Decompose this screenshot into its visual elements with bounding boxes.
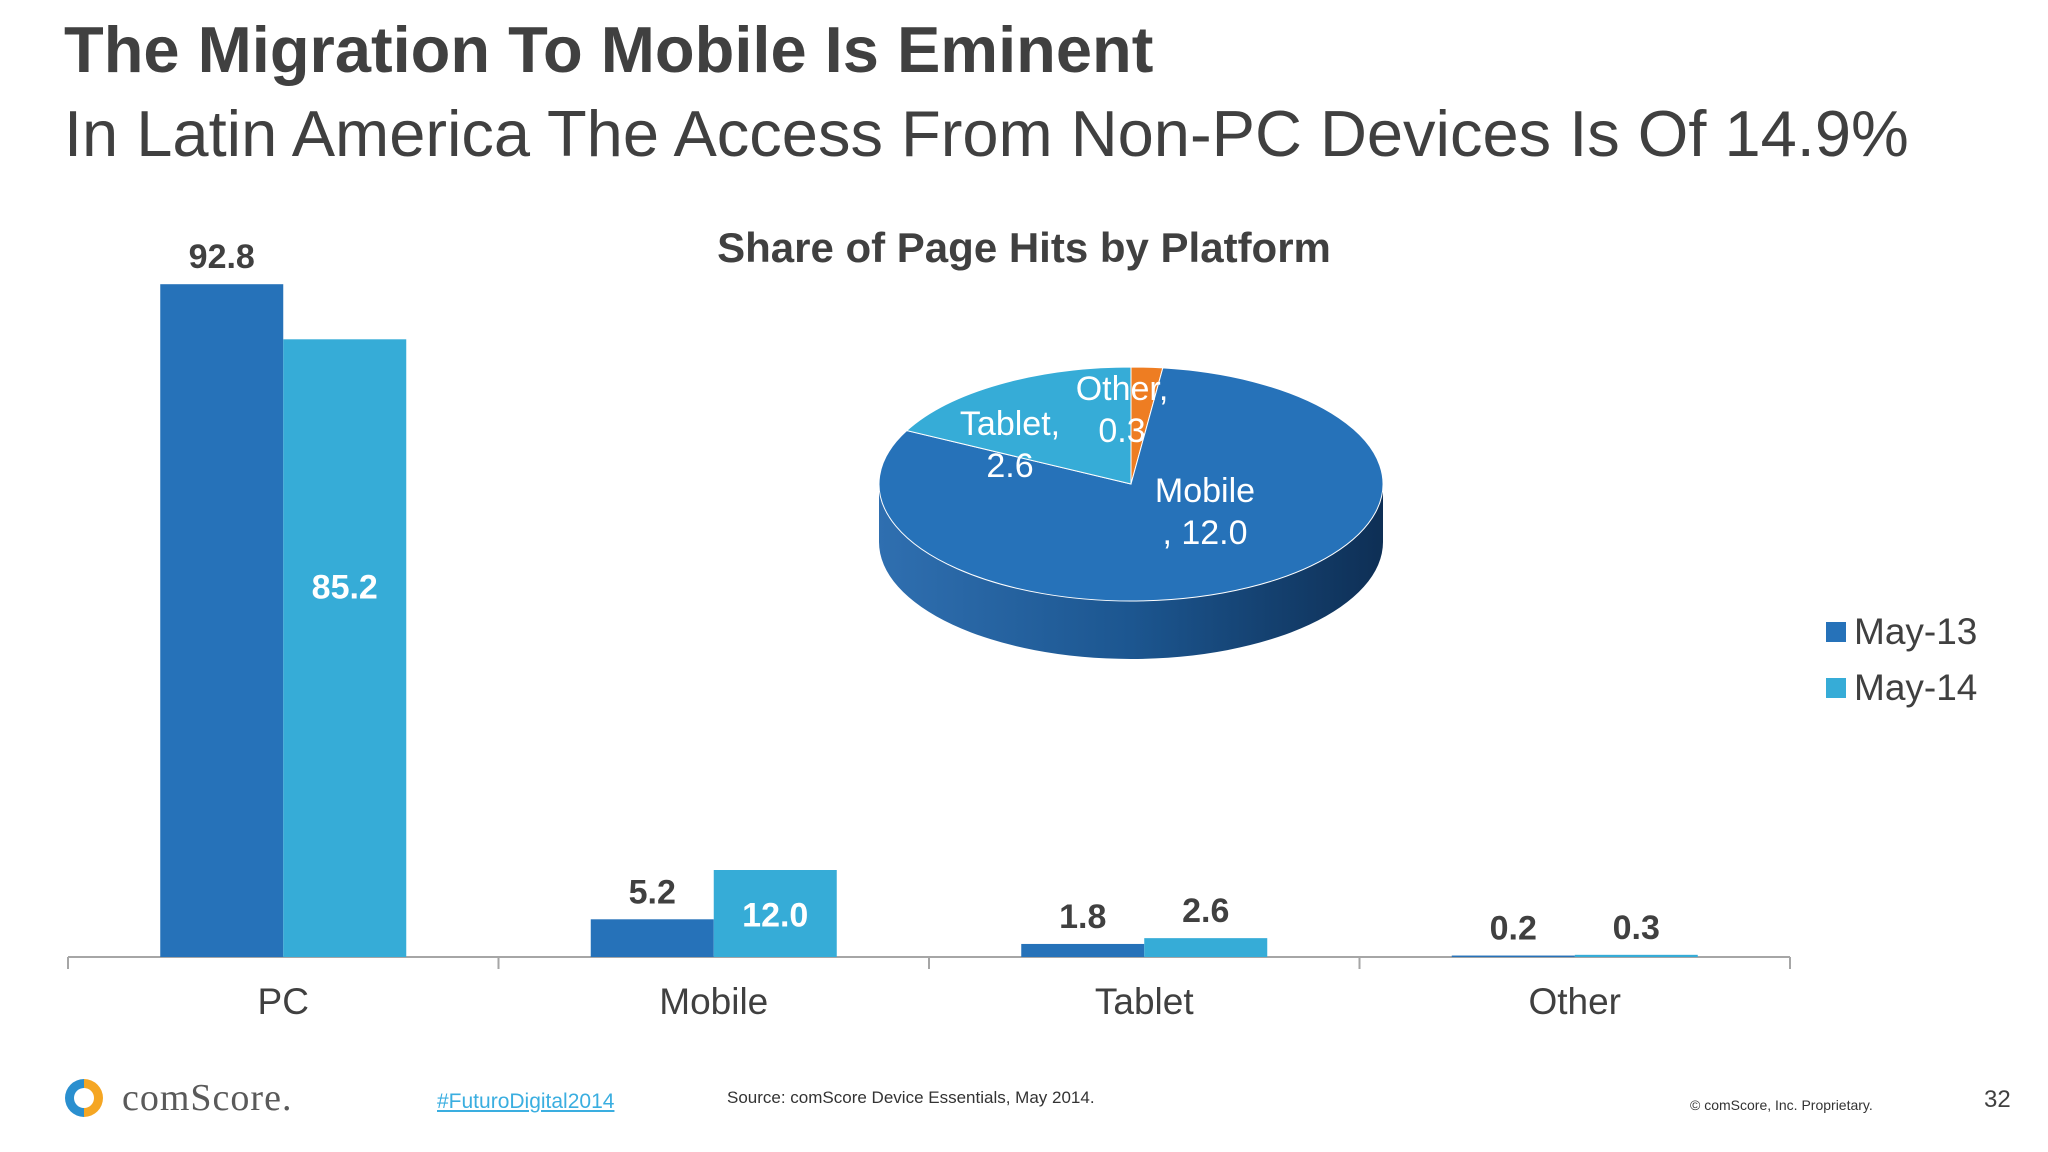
pie-value-other: 0.3 [1098,412,1145,450]
copyright-note: © comScore, Inc. Proprietary. [1690,1097,1873,1113]
bar-may-14-tablet [1144,938,1268,957]
pie-value-tablet: 2.6 [986,447,1033,485]
bar-may-13-mobile [590,919,714,957]
data-label: 0.2 [1490,910,1537,948]
pie-label-mobile: Mobile [1155,472,1255,510]
logo-text: comScore. [122,1077,293,1119]
legend-swatch-may13 [1826,622,1846,642]
bar-may-14-pc [283,339,407,957]
comscore-logo: comScore. [62,1076,292,1120]
hashtag-link[interactable]: #FuturoDigital2014 [437,1090,615,1113]
legend-item-may14: May-14 [1826,660,1977,716]
slide-title: The Migration To Mobile Is Eminent [64,13,1154,86]
comscore-logo-icon [65,1079,103,1117]
legend-label-may14: May-14 [1854,667,1978,708]
legend-swatch-may14 [1826,678,1846,698]
bar-may-14-mobile [713,870,837,957]
chart-title: Share of Page Hits by Platform [717,224,1331,271]
x-tick-label: Mobile [659,981,768,1022]
bar-may-14-other [1574,954,1698,957]
legend-label-may13: May-13 [1854,611,1978,652]
source-note: Source: comScore Device Essentials, May … [727,1088,1095,1107]
bar-may-13-tablet [1021,943,1145,957]
pie-label-other: Other, [1076,370,1169,408]
data-label: 0.3 [1613,909,1660,947]
pie-side-wall [879,484,1383,659]
bar-may-13-other [1451,955,1575,958]
legend-item-may13: May-13 [1826,604,1977,660]
x-tick-label: PC [258,981,309,1022]
data-label: 2.6 [1182,892,1229,930]
pie-slice-tablet [905,366,1132,485]
data-label: 92.8 [189,238,255,276]
slide-subtitle: In Latin America The Access From Non-PC … [64,97,1909,170]
pie-value-mobile: , 12.0 [1162,514,1247,552]
chart-legend: May-13 May-14 [1826,604,1977,716]
data-label: 12.0 [742,897,808,935]
x-tick-label: Tablet [1095,981,1194,1022]
pie-label-tablet: Tablet, [960,405,1060,443]
data-label: 85.2 [312,569,378,607]
pie-chart: Mobile , 12.0 Tablet, 2.6 Other, 0.3 [878,366,1384,659]
x-tick-label: Other [1528,981,1621,1022]
data-label: 5.2 [629,873,676,911]
page-number: 32 [1984,1086,2011,1113]
bar-may-13-pc [160,284,284,957]
data-label: 1.8 [1059,898,1106,936]
bar-chart: PC 92.8 85.2 Mobile 5.2 12.0 Tablet 1.8 2.6 Other… [67,238,1791,1022]
